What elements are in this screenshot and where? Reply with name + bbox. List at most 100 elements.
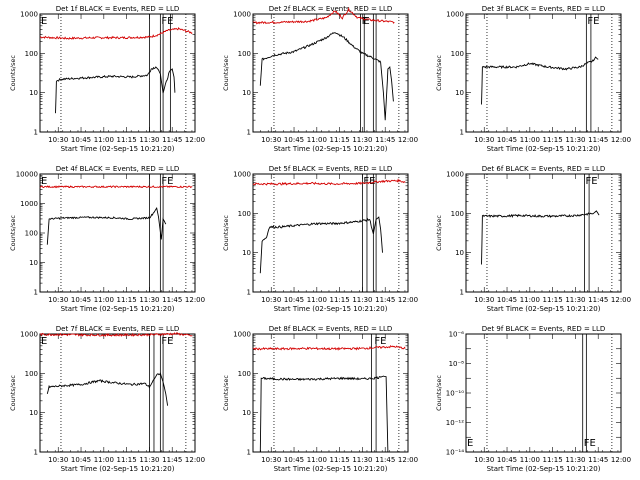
plot-frame bbox=[39, 173, 196, 293]
y-tick-label: 10 bbox=[455, 89, 464, 97]
x-tick-label: 12:00 bbox=[185, 296, 205, 304]
x-axis-label: Start Time (02-Sep-15 10:21:20) bbox=[274, 465, 388, 473]
x-tick-label: 11:00 bbox=[520, 456, 540, 464]
y-tick-label: 100 bbox=[238, 210, 251, 218]
y-axis-label: Counts/sec bbox=[435, 215, 443, 251]
panel-title: Det 6f BLACK = Events, RED = LLD bbox=[482, 165, 605, 173]
panel-title: Det 7f BLACK = Events, RED = LLD bbox=[56, 325, 179, 333]
x-tick-label: 10:30 bbox=[261, 296, 281, 304]
x-tick-label: 11:15 bbox=[117, 456, 137, 464]
interval-label: FE bbox=[586, 176, 598, 187]
x-axis-label: Start Time (02-Sep-15 10:21:20) bbox=[61, 145, 175, 153]
x-tick-label: 11:30 bbox=[139, 136, 159, 144]
y-tick-label: 1 bbox=[247, 289, 251, 297]
x-axis-label: Start Time (02-Sep-15 10:21:20) bbox=[61, 465, 175, 473]
x-tick-label: 11:45 bbox=[588, 296, 608, 304]
x-tick-label: 11:15 bbox=[543, 136, 563, 144]
x-tick-label: 10:30 bbox=[474, 296, 494, 304]
y-tick-label: 100 bbox=[25, 230, 38, 238]
x-tick-label: 10:45 bbox=[284, 456, 304, 464]
x-tick-label: 10:30 bbox=[48, 296, 68, 304]
y-tick-label: 100 bbox=[25, 370, 38, 378]
y-tick-label: 10⁻⁸ bbox=[449, 360, 465, 368]
y-tick-label: 100 bbox=[451, 50, 464, 58]
x-tick-label: 12:00 bbox=[185, 136, 205, 144]
plot-frame bbox=[252, 13, 409, 133]
y-tick-label: 1 bbox=[460, 129, 464, 137]
x-tick-label: 11:45 bbox=[375, 296, 395, 304]
detector-panel-2: Det 2f BLACK = Events, RED = LLD 1 10 100 10… bbox=[222, 5, 418, 153]
x-tick-label: 11:30 bbox=[565, 136, 585, 144]
x-tick-label: 11:30 bbox=[352, 296, 372, 304]
y-tick-label: 1000 bbox=[446, 171, 464, 179]
y-axis-label: Counts/sec bbox=[9, 55, 17, 91]
x-tick-label: 11:45 bbox=[375, 456, 395, 464]
x-tick-label: 11:45 bbox=[162, 296, 182, 304]
x-axis-label: Start Time (02-Sep-15 10:21:20) bbox=[487, 145, 601, 153]
x-tick-label: 11:15 bbox=[543, 456, 563, 464]
x-tick-label: 10:45 bbox=[284, 296, 304, 304]
x-tick-label: 11:15 bbox=[330, 136, 350, 144]
y-axis-label: Counts/sec bbox=[9, 375, 17, 411]
events-rate-line bbox=[259, 216, 383, 274]
x-tick-label: 11:00 bbox=[94, 456, 114, 464]
events-rate-line bbox=[259, 32, 394, 121]
interval-label: FE bbox=[363, 176, 375, 187]
x-tick-label: 11:15 bbox=[117, 136, 137, 144]
x-tick-label: 11:30 bbox=[139, 456, 159, 464]
x-tick-label: 11:00 bbox=[94, 136, 114, 144]
x-tick-label: 11:30 bbox=[565, 456, 585, 464]
x-tick-label: 10:45 bbox=[71, 296, 91, 304]
x-tick-label: 12:00 bbox=[185, 456, 205, 464]
y-tick-label: 10 bbox=[29, 259, 38, 267]
x-tick-label: 11:00 bbox=[520, 136, 540, 144]
panel-title: Det 4f BLACK = Events, RED = LLD bbox=[56, 165, 179, 173]
x-tick-label: 11:45 bbox=[588, 456, 608, 464]
y-tick-label: 100 bbox=[238, 370, 251, 378]
x-tick-label: 12:00 bbox=[611, 456, 631, 464]
x-tick-label: 11:30 bbox=[352, 136, 372, 144]
y-tick-label: 100 bbox=[451, 210, 464, 218]
interval-label: E bbox=[41, 176, 47, 187]
y-tick-label: 10 bbox=[242, 249, 251, 257]
y-tick-label: 1 bbox=[34, 449, 38, 457]
x-tick-label: 12:00 bbox=[398, 296, 418, 304]
panel-title: Det 2f BLACK = Events, RED = LLD bbox=[269, 5, 392, 13]
panel-title: Det 9f BLACK = Events, RED = LLD bbox=[482, 325, 605, 333]
x-tick-label: 10:45 bbox=[497, 136, 517, 144]
x-tick-label: 10:45 bbox=[71, 456, 91, 464]
y-tick-label: 1000 bbox=[20, 331, 38, 339]
lld-rate-line bbox=[39, 185, 193, 189]
plot-frame bbox=[465, 173, 622, 293]
interval-label: FE bbox=[161, 336, 173, 347]
y-axis-label: Counts/sec bbox=[435, 55, 443, 91]
y-tick-label: 10 bbox=[455, 249, 464, 257]
panel-title: Det 5f BLACK = Events, RED = LLD bbox=[269, 165, 392, 173]
y-axis-label: Counts/sec bbox=[222, 215, 230, 251]
detector-panel-9: Det 9f BLACK = Events, RED = LLD 10⁻⁶ 10⁻⁸… bbox=[435, 325, 631, 473]
interval-label: E bbox=[363, 16, 369, 27]
plot-frame bbox=[39, 13, 196, 133]
detector-panel-7: Det 7f BLACK = Events, RED = LLD 1 10 100 10… bbox=[9, 325, 205, 473]
x-tick-label: 11:30 bbox=[139, 296, 159, 304]
y-tick-label: 10000 bbox=[16, 171, 38, 179]
y-tick-label: 10⁻¹² bbox=[446, 419, 464, 427]
x-tick-label: 11:15 bbox=[543, 296, 563, 304]
x-tick-label: 12:00 bbox=[398, 136, 418, 144]
y-axis-label: Counts/sec bbox=[222, 55, 230, 91]
detector-panel-6: Det 6f BLACK = Events, RED = LLD 1 10 100 10… bbox=[435, 165, 631, 313]
y-tick-label: 1000 bbox=[20, 11, 38, 19]
y-tick-label: 1 bbox=[460, 289, 464, 297]
y-tick-label: 10 bbox=[29, 409, 38, 417]
x-tick-label: 11:00 bbox=[307, 296, 327, 304]
events-rate-line bbox=[481, 210, 600, 265]
x-tick-label: 12:00 bbox=[398, 456, 418, 464]
y-tick-label: 10⁻¹⁰ bbox=[446, 390, 464, 398]
plot-frame bbox=[252, 333, 409, 453]
x-axis-label: Start Time (02-Sep-15 10:21:20) bbox=[61, 305, 175, 313]
interval-label: FE bbox=[587, 16, 599, 27]
x-tick-label: 11:45 bbox=[162, 456, 182, 464]
x-tick-label: 10:45 bbox=[497, 456, 517, 464]
lld-rate-line bbox=[252, 345, 406, 351]
